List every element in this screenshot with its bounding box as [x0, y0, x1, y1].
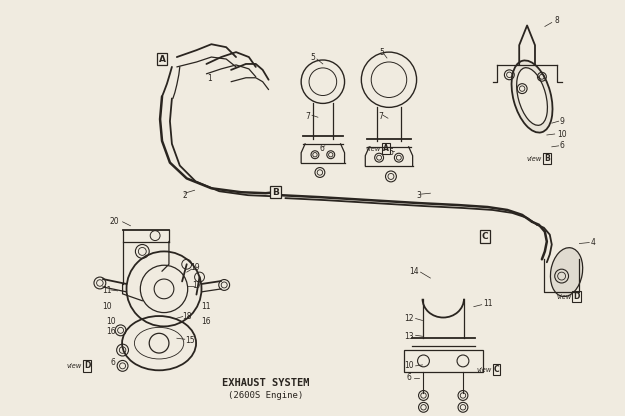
Text: 14: 14: [409, 267, 419, 276]
Text: 13: 13: [404, 332, 414, 341]
Text: 7: 7: [379, 112, 384, 121]
Text: B: B: [272, 188, 279, 197]
Text: view: view: [366, 146, 381, 152]
Text: 2: 2: [182, 191, 187, 200]
Text: 5: 5: [311, 52, 316, 62]
Text: 20: 20: [110, 217, 119, 226]
Text: A: A: [159, 54, 166, 64]
Text: 4: 4: [591, 238, 596, 247]
Text: 6: 6: [110, 359, 115, 367]
Text: 19: 19: [190, 262, 199, 272]
Text: 10: 10: [557, 129, 566, 139]
Text: C: C: [481, 232, 488, 241]
Text: 10: 10: [102, 302, 112, 311]
Text: D: D: [573, 292, 579, 301]
Text: 15: 15: [185, 336, 194, 345]
Text: 3: 3: [416, 191, 421, 200]
Text: 11: 11: [202, 302, 211, 311]
Text: 18: 18: [182, 312, 191, 321]
Ellipse shape: [517, 68, 548, 125]
Text: 8: 8: [554, 16, 559, 25]
Text: 10: 10: [404, 362, 414, 370]
Text: 9: 9: [559, 116, 564, 126]
Text: view: view: [527, 156, 542, 162]
Text: 6: 6: [389, 148, 393, 157]
Text: 5: 5: [379, 47, 384, 57]
Text: view: view: [476, 367, 492, 373]
Ellipse shape: [134, 327, 184, 359]
Text: 11: 11: [102, 286, 111, 295]
Text: A: A: [383, 144, 389, 154]
Text: 1: 1: [207, 74, 212, 83]
Bar: [404, 350, 482, 372]
Text: view: view: [556, 294, 571, 300]
Text: D: D: [84, 362, 90, 370]
Text: B: B: [544, 154, 550, 163]
Text: (2600S Engine): (2600S Engine): [228, 391, 303, 400]
Text: C: C: [494, 365, 499, 374]
Text: 16: 16: [106, 327, 116, 336]
Text: 17: 17: [192, 282, 201, 290]
Text: 16: 16: [202, 317, 211, 326]
Text: 12: 12: [404, 314, 414, 323]
Text: 6: 6: [319, 144, 324, 154]
Text: view: view: [67, 363, 82, 369]
Text: 6: 6: [559, 141, 564, 150]
Ellipse shape: [511, 60, 552, 133]
Ellipse shape: [551, 248, 582, 297]
Text: EXHAUST SYSTEM: EXHAUST SYSTEM: [222, 378, 309, 388]
Text: 10: 10: [106, 317, 116, 326]
Text: 6: 6: [406, 373, 411, 382]
Text: 11: 11: [483, 299, 492, 308]
Text: 7: 7: [306, 112, 311, 121]
